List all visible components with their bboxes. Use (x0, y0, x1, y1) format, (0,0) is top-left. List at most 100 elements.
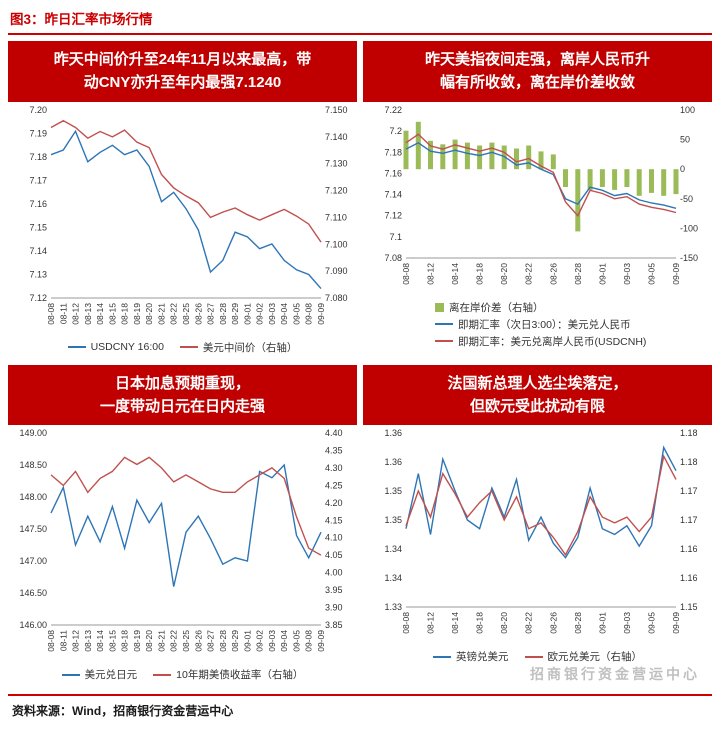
x-tick-label: 08-13 (82, 630, 92, 652)
axis-tick-label: 4.40 (325, 428, 343, 438)
axis-tick-label: 3.90 (325, 603, 343, 613)
axis-tick-label: 7.090 (325, 266, 348, 276)
x-tick-label: 08-20 (144, 630, 154, 652)
axis-tick-label: 7.19 (29, 128, 47, 138)
panel-title-banner: 法国新总理人选尘埃落定， 但欧元受此扰动有限 (363, 364, 712, 425)
legend-label: 离在岸价差（右轴） (449, 301, 544, 314)
chart-svg: 7.20 7.19 7.18 7.17 7.16 7.15 7.14 7.13 7.12 7.15… (29, 105, 348, 325)
x-tick-label: 08-22 (168, 302, 178, 324)
legend-item: 美元兑日元 (61, 667, 138, 682)
data-source: 资料来源：Wind，招商银行资金营运中心 (8, 694, 712, 725)
x-tick-label: 08-28 (217, 302, 227, 324)
x-tick-label: 08-08 (401, 262, 411, 284)
spread-bar (403, 130, 408, 169)
x-tick-label: 08-08 (46, 302, 56, 324)
chart-legend: USDCNY 16:00 美元中间价（右轴） (8, 339, 357, 359)
x-tick-label: 08-08 (46, 630, 56, 652)
spread-bar (513, 148, 519, 169)
x-tick-label: 08-20 (499, 262, 509, 284)
axis-tick-label: 0 (680, 164, 685, 174)
axis-tick-label: 7.08 (384, 253, 402, 263)
x-tick-label: 08-29 (230, 630, 240, 652)
line-series (405, 141, 676, 209)
axis-tick-label: 1.16 (680, 573, 698, 583)
panel-title-banner: 昨天美指夜间走强，离岸人民币升 幅有所收敛，离在岸价差收敛 (363, 41, 712, 102)
x-tick-label: 08-25 (181, 302, 191, 324)
axis-tick-label: 7.110 (325, 212, 347, 222)
axis-tick-label: 1.35 (384, 515, 402, 525)
axis-tick-label: 4.05 (325, 550, 343, 560)
axis-tick-label: 4.25 (325, 480, 343, 490)
x-tick-label: 08-21 (156, 630, 166, 652)
x-tick-label: 08-13 (82, 302, 92, 324)
axis-tick-label: 4.15 (325, 515, 343, 525)
spread-bar (562, 168, 568, 187)
spread-bar (599, 168, 605, 187)
axis-tick-label: -50 (680, 193, 693, 203)
banner-line: 但欧元受此扰动有限 (469, 397, 605, 415)
chart-cnh-spread: 7.22 7.2 7.18 7.16 7.14 7.12 7.1 7.08 100 50 0 -50 -… (364, 102, 712, 299)
x-tick-label: 09-03 (621, 262, 631, 284)
x-tick-label: 08-12 (425, 612, 435, 634)
legend-label: 10年期美债收益率（右轴） (176, 669, 304, 681)
x-tick-label: 08-15 (107, 630, 117, 652)
x-tick-label: 08-11 (58, 630, 68, 651)
axis-tick-label: 149.00 (19, 428, 47, 438)
legend-item: 英镑兑美元 (433, 649, 509, 664)
axis-tick-label: 147.00 (19, 556, 47, 566)
axis-tick-label: 147.50 (19, 524, 47, 534)
chart-svg: 1.36 1.36 1.35 1.35 1.34 1.34 1.33 1.18 1.18 1.17… (384, 428, 698, 634)
axis-tick-label: 1.33 (384, 602, 402, 612)
x-tick-label: 09-09 (671, 262, 681, 284)
legend-item: 10年期美债收益率（右轴） (153, 667, 303, 682)
line-series-marker (67, 346, 86, 348)
legend-label: 美元中间价（右轴） (202, 341, 298, 354)
panel-cnh-spread: 昨天美指夜间走强，离岸人民币升 幅有所收敛，离在岸价差收敛 7.22 7.2 7.1… (363, 41, 712, 359)
axis-tick-label: 1.36 (384, 457, 402, 467)
axis-tick-label: 7.15 (29, 222, 47, 232)
chart-usdjpy: 149.00 148.50 148.00 147.50 147.00 146.50 146.… (9, 425, 357, 666)
axis-tick-label: 1.36 (384, 428, 402, 438)
x-tick-label: 08-27 (205, 302, 215, 324)
x-tick-label: 09-01 (242, 302, 252, 324)
spread-bar (587, 168, 593, 190)
x-tick-label: 09-02 (254, 630, 264, 652)
x-tick-label: 08-15 (107, 302, 117, 324)
chart-usdcny-fixing: 7.20 7.19 7.18 7.17 7.16 7.15 7.14 7.13 7.12 7.15… (9, 102, 357, 339)
x-tick-label: 09-09 (316, 302, 326, 324)
axis-tick-label: -150 (680, 253, 698, 263)
x-tick-label: 08-12 (70, 302, 80, 324)
axis-tick-label: 7.1 (389, 231, 402, 241)
x-tick-label: 09-01 (242, 630, 252, 652)
axis-tick-label: 7.18 (384, 147, 402, 157)
spread-bar (550, 153, 556, 169)
line-series (50, 119, 322, 242)
axis-tick-label: 1.35 (384, 486, 402, 496)
header-divider (8, 33, 712, 35)
legend-item: 欧元兑美元（右轴） (524, 649, 642, 664)
panel-title-banner: 昨天中间价升至24年11月以来最高，带 动CNY亦升至年内最强7.1240 (8, 41, 357, 102)
axis-tick-label: 4.35 (325, 445, 343, 455)
x-tick-label: 08-18 (474, 262, 484, 284)
x-tick-label: 08-26 (193, 302, 203, 324)
axis-tick-label: 7.100 (325, 239, 348, 249)
axis-tick-label: 7.140 (325, 131, 348, 141)
axis-tick-label: 7.16 (384, 168, 402, 178)
x-tick-label: 08-27 (205, 630, 215, 652)
x-tick-label: 09-05 (646, 612, 656, 634)
line-series (50, 129, 322, 289)
legend-label: 美元兑日元 (84, 669, 138, 681)
banner-line: 一度带动日元在日内走强 (99, 397, 265, 415)
spread-bar (611, 168, 617, 190)
x-tick-label: 08-25 (181, 630, 191, 652)
legend-label: USDCNY 16:00 (90, 341, 164, 353)
spread-bar (636, 168, 642, 196)
legend-item: 离在岸价差（右轴） (435, 300, 544, 315)
x-tick-label: 08-11 (58, 302, 68, 323)
x-tick-label: 08-28 (572, 262, 582, 284)
banner-line: 动CNY亦升至年内最强7.1240 (83, 74, 282, 92)
legend-label: 英镑兑美元 (456, 651, 509, 663)
x-tick-label: 08-29 (230, 302, 240, 324)
chart-grid: 昨天中间价升至24年11月以来最高，带 动CNY亦升至年内最强7.1240 7.… (8, 41, 712, 686)
axis-tick-label: 7.16 (29, 199, 47, 209)
